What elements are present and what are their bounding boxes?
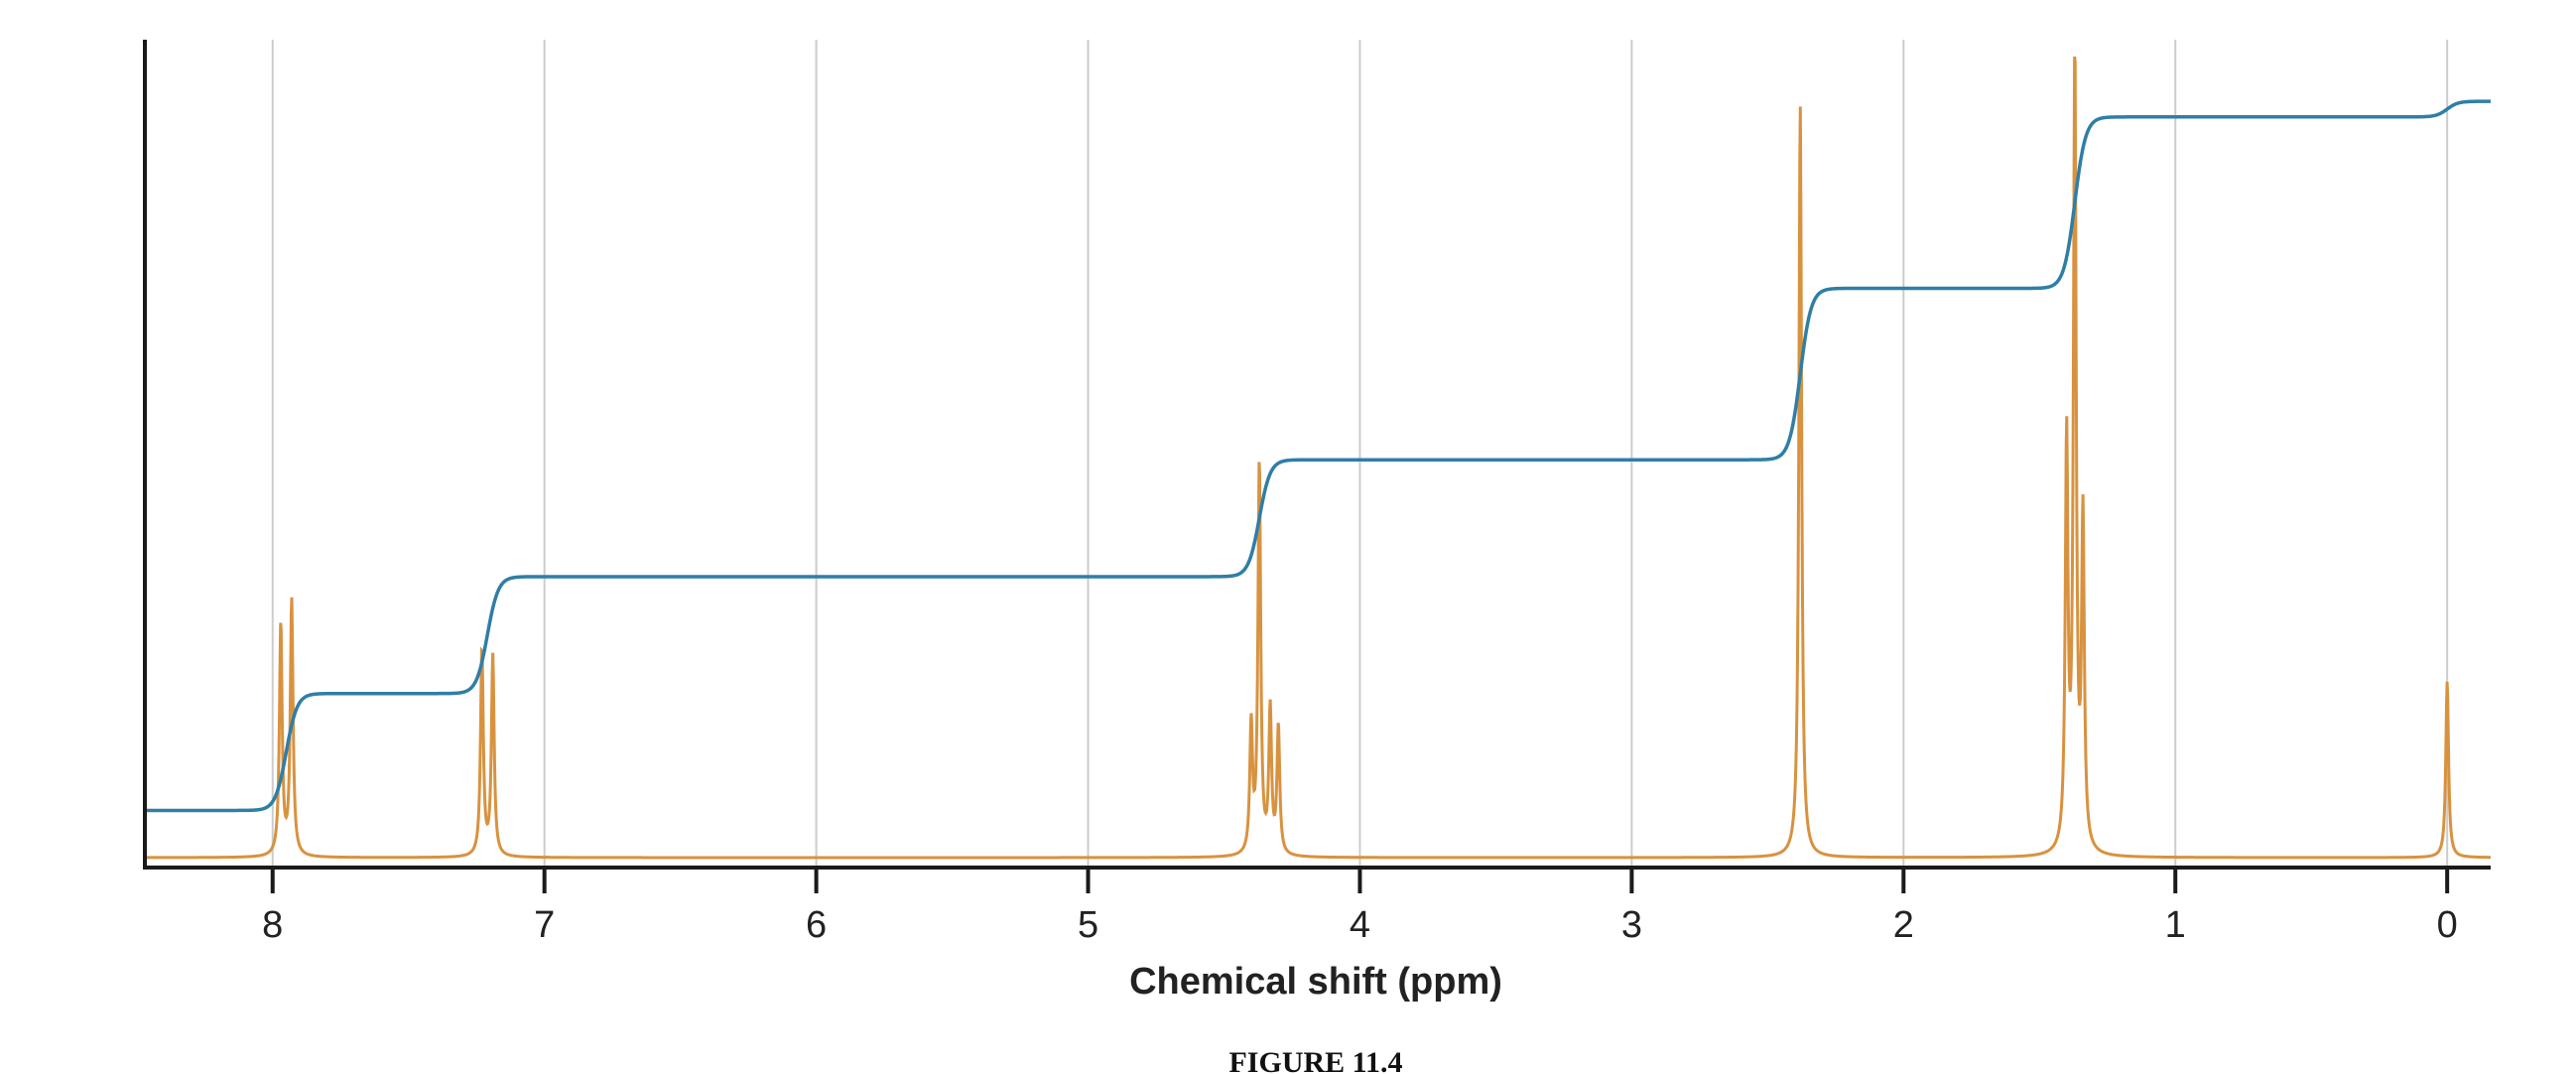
spectrum-peak xyxy=(2446,680,2448,682)
x-axis-ticks: 8 7 6 5 4 3 2 1 0 xyxy=(262,868,2458,946)
spectrum-peak xyxy=(2074,56,2076,58)
spectrum-peak xyxy=(481,648,483,650)
integral-step xyxy=(2074,147,2076,149)
spectrum-peak xyxy=(2082,528,2084,530)
x-tick-label: 8 xyxy=(262,904,283,946)
x-tick-label: 7 xyxy=(534,904,555,946)
figure-caption: FIGURE 11.4 xyxy=(1228,1046,1402,1074)
peak-markers xyxy=(280,56,2448,731)
grid-lines xyxy=(271,40,2449,868)
spectrum-peak xyxy=(1277,729,1279,731)
spectrum-peak xyxy=(2066,448,2068,450)
x-tick-label: 6 xyxy=(806,904,827,946)
spectrum-peak xyxy=(1269,713,1271,715)
integral-step-markers xyxy=(285,54,2448,753)
integral-step xyxy=(486,626,488,628)
integral-series xyxy=(145,99,2491,813)
integral-step xyxy=(1799,335,1801,336)
spectrum-peak xyxy=(1258,465,1260,467)
spectrum-peak xyxy=(280,624,282,626)
integral-step xyxy=(2446,54,2448,56)
x-tick-label: 4 xyxy=(1350,904,1370,946)
spectrum-series xyxy=(145,56,2492,860)
x-tick-label: 3 xyxy=(1621,904,1642,946)
integral-step xyxy=(1258,494,1260,496)
spectrum-peak xyxy=(1799,103,1801,105)
x-tick-label: 5 xyxy=(1078,904,1098,946)
x-tick-label: 0 xyxy=(2437,904,2458,946)
integral-step xyxy=(285,751,287,753)
spectrum-peak xyxy=(291,601,293,603)
spectrum-peak xyxy=(492,656,494,658)
spectrum-peak xyxy=(1250,729,1252,731)
x-axis-title: Chemical shift (ppm) xyxy=(1129,961,1502,1003)
x-tick-label: 2 xyxy=(1893,904,1914,946)
x-tick-label: 1 xyxy=(2165,904,2186,946)
